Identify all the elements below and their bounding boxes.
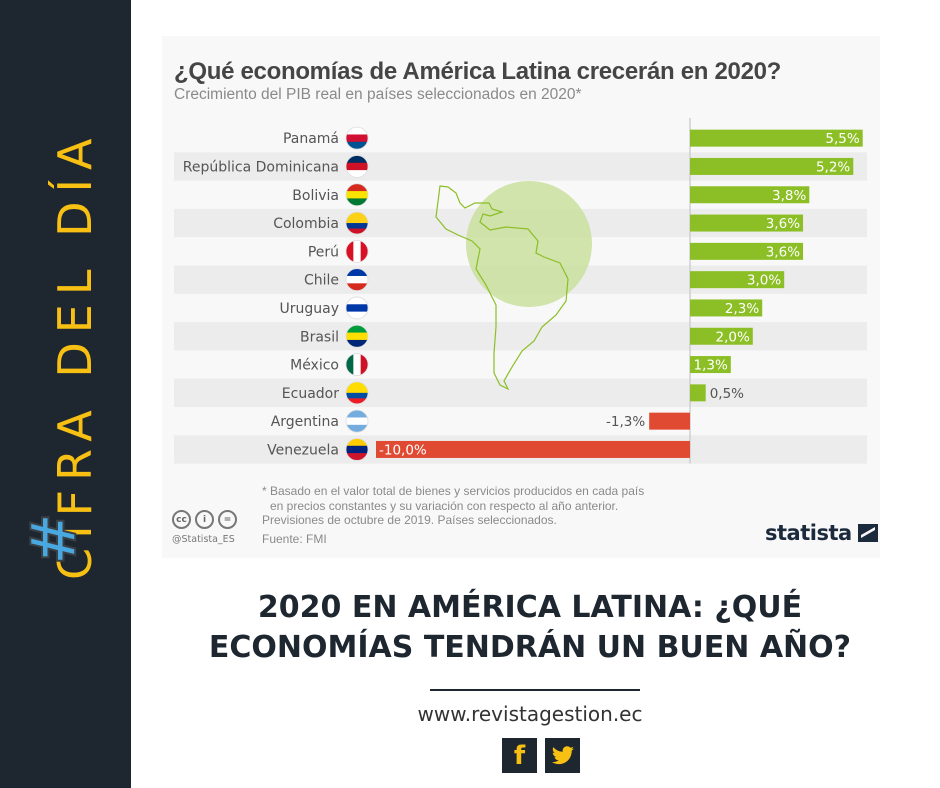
bar — [376, 440, 690, 458]
flag-brazil-icon — [345, 324, 369, 348]
twitter-icon[interactable] — [545, 738, 580, 773]
row-label: Bolivia — [292, 188, 339, 204]
value-label: 2,0% — [715, 329, 749, 345]
footnote: * Basado en el valor total de bienes y s… — [262, 484, 644, 528]
row-label: Colombia — [273, 216, 339, 232]
row-label: Perú — [308, 244, 339, 260]
value-label: 2,3% — [725, 301, 759, 317]
bar — [690, 384, 706, 402]
row-label: Venezuela — [267, 442, 339, 458]
facebook-icon[interactable]: f — [502, 738, 537, 773]
bar — [690, 271, 785, 289]
row-label: Chile — [304, 273, 339, 289]
bar — [649, 412, 690, 430]
row-stripe — [174, 322, 867, 351]
license-icons: cc i = — [172, 510, 237, 529]
value-label: -1,3% — [606, 414, 645, 430]
flag-peru-icon — [345, 239, 369, 263]
bar — [690, 186, 810, 204]
flag-colombia-icon — [345, 211, 369, 235]
sidebar: CIFRA DEL DÍA # — [0, 0, 131, 788]
bar — [690, 327, 753, 345]
bar — [690, 242, 804, 260]
bar — [690, 129, 863, 147]
value-label: 3,6% — [766, 244, 800, 260]
statista-logo: statista — [765, 521, 878, 545]
map-circle-icon — [466, 181, 592, 307]
row-label: República Dominicana — [183, 159, 339, 175]
headline-line-1: 2020 EN AMÉRICA LATINA: ¿QUÉ — [257, 590, 803, 625]
row-stripe — [174, 378, 867, 407]
hashtag-icon: # — [16, 512, 91, 566]
creative-commons-icon: cc — [172, 510, 191, 529]
flag-uruguay-icon — [345, 296, 369, 320]
footnote-line-2: en precios constantes y su variación con… — [270, 498, 619, 513]
source-text: Fuente: FMI — [262, 532, 327, 546]
flag-bolivia-icon — [345, 183, 369, 207]
chart-plot: Panamá 5,5% República Dominicana 5,2% Bolivi… — [174, 118, 867, 464]
headline-line-2: ECONOMÍAS TENDRÁN UN BUEN AÑO? — [208, 630, 852, 665]
value-label: 3,0% — [747, 273, 781, 289]
flag-mexico-icon — [345, 353, 369, 376]
statista-logo-icon — [857, 524, 878, 542]
row-label: Panamá — [283, 131, 339, 147]
chart-title: ¿Qué economías de América Latina crecerá… — [174, 58, 782, 85]
attribution-icon: i — [195, 510, 214, 529]
chart-subtitle: Crecimiento del PIB real en países selec… — [174, 86, 582, 103]
value-label: 1,3% — [694, 358, 728, 374]
no-derivatives-icon: = — [218, 510, 237, 529]
row-label: Brasil — [300, 329, 339, 345]
bar — [690, 157, 854, 175]
row-label: Ecuador — [282, 386, 339, 402]
footnote-line-1: * Basado en el valor total de bienes y s… — [262, 484, 645, 498]
statista-wordmark: statista — [765, 521, 852, 545]
footnote-line-3: Previsiones de octubre de 2019. Países s… — [262, 513, 557, 527]
website-link[interactable]: www.revistagestion.ec — [417, 702, 643, 726]
flag-panama-icon — [345, 126, 369, 150]
row-label: Uruguay — [280, 301, 340, 317]
flag-venezuela-icon — [345, 438, 369, 461]
row-label: Argentina — [271, 414, 339, 430]
divider — [430, 689, 640, 691]
bar — [690, 214, 804, 232]
value-label: -10,0% — [379, 442, 427, 458]
bar — [690, 356, 731, 374]
social-links: f — [502, 738, 580, 773]
value-label: 0,5% — [710, 386, 744, 402]
flag-ecuador-icon — [345, 381, 369, 405]
flag-argentina-icon — [345, 409, 369, 433]
chart-card: Panamá 5,5% República Dominicana 5,2% Bolivi… — [162, 36, 880, 558]
value-label: 5,2% — [816, 159, 850, 175]
flag-chile-icon — [345, 268, 369, 292]
statista-handle: @Statista_ES — [172, 534, 235, 545]
value-label: 3,8% — [772, 188, 806, 204]
flag-dominican-republic-icon — [345, 155, 369, 178]
row-label: México — [290, 358, 339, 374]
value-label: 3,6% — [766, 216, 800, 232]
bar — [690, 299, 763, 317]
value-label: 5,5% — [825, 131, 859, 147]
headline: 2020 EN AMÉRICA LATINA: ¿QUÉ ECONOMÍAS T… — [150, 588, 910, 668]
latin-america-map-icon — [435, 185, 569, 391]
